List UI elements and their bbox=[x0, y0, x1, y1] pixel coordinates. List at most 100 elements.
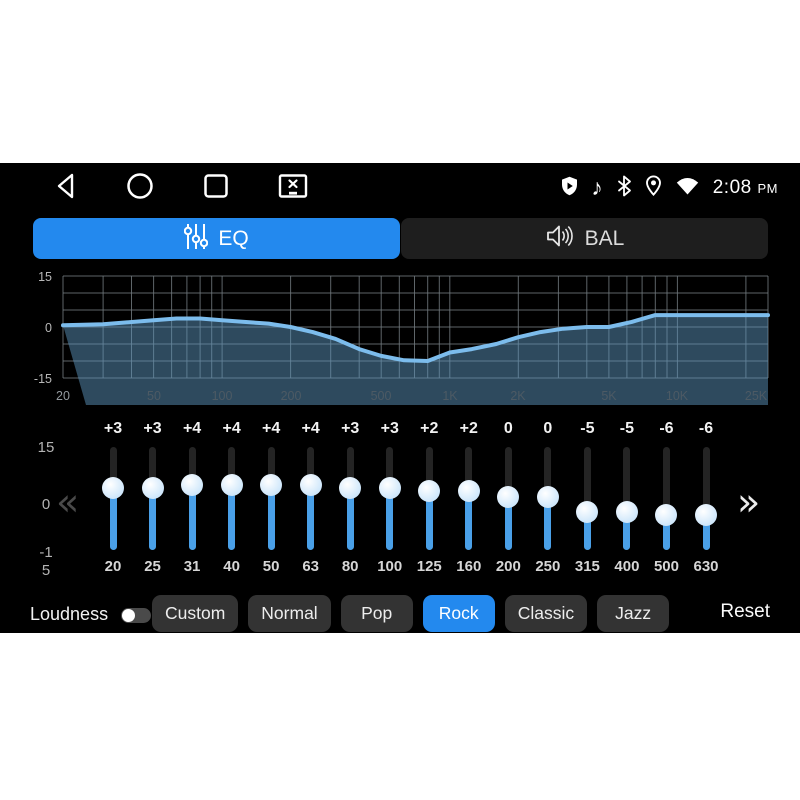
band-frequency-label: 40 bbox=[223, 558, 240, 575]
preset-custom[interactable]: Custom bbox=[152, 595, 239, 632]
band-slider-active-track bbox=[465, 491, 473, 550]
band-slider-handle[interactable] bbox=[299, 474, 322, 496]
tab-eq[interactable]: EQ bbox=[33, 218, 400, 259]
band-slider-handle[interactable] bbox=[378, 477, 401, 499]
band-gain-value: -6 bbox=[698, 420, 714, 437]
band-slider-active-track bbox=[544, 497, 552, 550]
band-frequency-label: 125 bbox=[416, 558, 442, 575]
preset-jazz[interactable]: Jazz bbox=[597, 595, 670, 632]
eq-band-sliders: +3 20 +3 25 +4 31 +4 40 +4 50 +4 63 +3 80 +3 100 +2 125 +2… bbox=[0, 420, 800, 595]
recents-icon[interactable] bbox=[201, 171, 231, 206]
band-gain-value: +4 bbox=[301, 420, 320, 437]
status-icons: ♪ 2:08 PM bbox=[561, 163, 778, 213]
band-slider-handle[interactable] bbox=[536, 486, 559, 508]
loudness-toggle[interactable] bbox=[121, 608, 151, 623]
band-slider-handle[interactable] bbox=[655, 504, 678, 526]
band-slider-handle[interactable] bbox=[141, 477, 164, 499]
preset-rock[interactable]: Rock bbox=[422, 595, 495, 632]
band-frequency-label: 50 bbox=[262, 558, 280, 575]
band-frequency-label: 80 bbox=[341, 558, 359, 575]
band-slider-active-track bbox=[346, 488, 354, 550]
band-slider-active-track bbox=[702, 515, 710, 550]
next-bands-icon[interactable]: » bbox=[737, 480, 761, 524]
band-slider-handle[interactable] bbox=[457, 480, 480, 502]
svg-text:20: 20 bbox=[56, 389, 70, 403]
band-slider-track[interactable] bbox=[623, 447, 631, 550]
svg-text:200: 200 bbox=[281, 389, 302, 403]
eq-band-100: +3 100 bbox=[370, 420, 410, 595]
band-frequency-label: 500 bbox=[653, 558, 679, 575]
band-frequency-label: 25 bbox=[144, 558, 161, 575]
svg-text:500: 500 bbox=[371, 389, 392, 403]
band-slider-handle[interactable] bbox=[102, 477, 124, 499]
svg-text:2K: 2K bbox=[510, 389, 526, 403]
band-slider-handle[interactable] bbox=[260, 474, 283, 496]
band-frequency-label: 200 bbox=[495, 558, 521, 575]
svg-text:-15: -15 bbox=[34, 372, 52, 386]
loudness-toggle-knob bbox=[122, 609, 135, 622]
band-gain-value: +3 bbox=[143, 420, 162, 437]
eq-band-500: -6 500 bbox=[646, 420, 686, 595]
band-slider-active-track bbox=[425, 491, 433, 550]
shield-play-icon bbox=[561, 176, 578, 201]
band-gain-value: +3 bbox=[380, 420, 399, 437]
eq-band-80: +3 80 bbox=[330, 420, 370, 595]
band-gain-value: +2 bbox=[420, 420, 439, 437]
band-slider-active-track bbox=[307, 485, 315, 550]
music-note-icon: ♪ bbox=[591, 173, 603, 200]
reset-button[interactable]: Reset bbox=[720, 601, 770, 622]
band-slider-handle[interactable] bbox=[576, 501, 599, 523]
band-slider-handle[interactable] bbox=[220, 474, 243, 496]
slider-axis-min: -1 5 bbox=[39, 544, 53, 579]
eq-band-250: 0 250 bbox=[528, 420, 568, 595]
slider-axis-max: 15 bbox=[37, 439, 55, 456]
band-slider-handle[interactable] bbox=[695, 504, 717, 526]
band-slider-active-track bbox=[109, 488, 117, 550]
band-slider-handle[interactable] bbox=[615, 501, 638, 523]
band-slider-handle[interactable] bbox=[418, 480, 441, 502]
back-icon[interactable] bbox=[53, 171, 79, 206]
band-slider-handle[interactable] bbox=[339, 477, 362, 499]
svg-text:15: 15 bbox=[38, 270, 52, 284]
eq-band-40: +4 40 bbox=[212, 420, 252, 595]
preset-buttons: Custom Normal Pop Rock Classic Jazz bbox=[152, 595, 670, 632]
eq-sliders-icon bbox=[184, 222, 209, 255]
eq-band-160: +2 160 bbox=[449, 420, 489, 595]
band-slider-track[interactable] bbox=[662, 447, 670, 550]
band-gain-value: +3 bbox=[341, 420, 360, 437]
eq-band-50: +4 50 bbox=[251, 420, 291, 595]
screen-off-icon[interactable] bbox=[277, 172, 309, 205]
prev-bands-icon[interactable]: « bbox=[56, 480, 80, 524]
band-slider-track[interactable] bbox=[702, 447, 710, 550]
svg-text:50: 50 bbox=[147, 389, 161, 403]
eq-band-400: -5 400 bbox=[607, 420, 647, 595]
band-frequency-label: 100 bbox=[377, 558, 403, 575]
tab-bal-label: BAL bbox=[584, 226, 625, 250]
eq-band-200: 0 200 bbox=[488, 420, 528, 595]
slider-axis-zero: 0 bbox=[41, 496, 51, 513]
band-frequency-label: 315 bbox=[574, 558, 600, 575]
band-frequency-label: 400 bbox=[614, 558, 640, 575]
band-gain-value: +2 bbox=[459, 420, 478, 437]
bluetooth-icon bbox=[616, 175, 632, 202]
home-icon[interactable] bbox=[125, 171, 155, 206]
band-gain-value: +3 bbox=[103, 420, 123, 437]
preset-pop[interactable]: Pop bbox=[340, 595, 413, 632]
tab-bal[interactable]: BAL bbox=[401, 218, 768, 259]
location-icon bbox=[645, 175, 662, 201]
svg-text:100: 100 bbox=[212, 389, 233, 403]
band-slider-active-track bbox=[188, 485, 196, 550]
preset-classic[interactable]: Classic bbox=[504, 595, 588, 632]
band-frequency-label: 160 bbox=[456, 558, 482, 575]
band-slider-handle[interactable] bbox=[497, 486, 520, 508]
band-slider-track[interactable] bbox=[583, 447, 591, 550]
band-slider-active-track bbox=[504, 497, 512, 550]
preset-normal[interactable]: Normal bbox=[248, 595, 331, 632]
clock: 2:08 PM bbox=[712, 177, 778, 198]
band-gain-value: +4 bbox=[222, 420, 241, 437]
band-slider-handle[interactable] bbox=[181, 474, 204, 496]
svg-text:0: 0 bbox=[45, 321, 52, 335]
band-slider-active-track bbox=[583, 512, 591, 550]
eq-band-315: -5 315 bbox=[567, 420, 607, 595]
